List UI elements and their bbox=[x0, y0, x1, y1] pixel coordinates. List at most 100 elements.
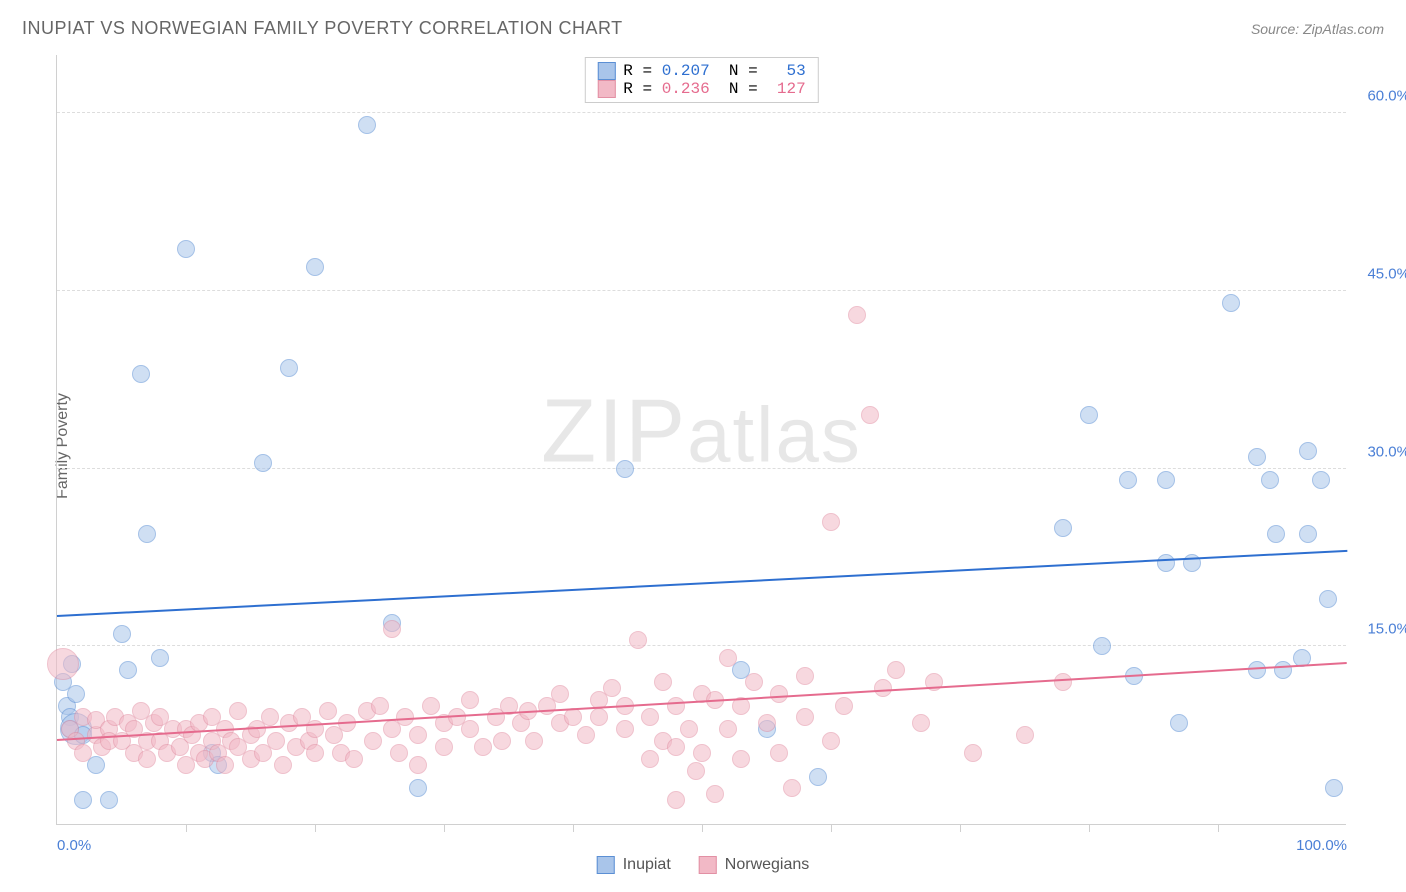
gridline bbox=[57, 468, 1346, 469]
legend-label: Inupiat bbox=[623, 856, 671, 874]
data-point bbox=[267, 732, 285, 750]
data-point bbox=[1261, 471, 1279, 489]
data-point bbox=[1157, 554, 1175, 572]
data-point bbox=[280, 359, 298, 377]
data-point bbox=[912, 714, 930, 732]
data-point bbox=[641, 708, 659, 726]
data-point bbox=[564, 708, 582, 726]
data-point bbox=[113, 625, 131, 643]
data-point bbox=[783, 779, 801, 797]
data-point bbox=[409, 756, 427, 774]
data-point bbox=[719, 720, 737, 738]
data-point bbox=[345, 750, 363, 768]
data-point bbox=[687, 762, 705, 780]
data-point bbox=[667, 791, 685, 809]
chart-plot-area: ZIPatlas R = 0.207 N = 53R = 0.236 N = 1… bbox=[56, 55, 1346, 825]
data-point bbox=[603, 679, 621, 697]
legend-swatch bbox=[699, 856, 717, 874]
legend-swatch bbox=[597, 62, 615, 80]
data-point bbox=[319, 702, 337, 720]
data-point bbox=[874, 679, 892, 697]
data-point bbox=[629, 631, 647, 649]
legend-swatch bbox=[597, 80, 615, 98]
correlation-legend: R = 0.207 N = 53R = 0.236 N = 127 bbox=[584, 57, 818, 103]
data-point bbox=[67, 685, 85, 703]
data-point bbox=[1093, 637, 1111, 655]
data-point bbox=[229, 702, 247, 720]
legend-row: R = 0.207 N = 53 bbox=[597, 62, 805, 80]
y-tick-label: 45.0% bbox=[1350, 265, 1406, 282]
gridline bbox=[57, 290, 1346, 291]
data-point bbox=[732, 750, 750, 768]
x-tick-label: 0.0% bbox=[57, 837, 91, 854]
x-tick bbox=[702, 824, 703, 832]
data-point bbox=[770, 744, 788, 762]
data-point bbox=[964, 744, 982, 762]
data-point bbox=[274, 756, 292, 774]
legend-swatch bbox=[597, 856, 615, 874]
data-point bbox=[47, 648, 79, 680]
data-point bbox=[1054, 519, 1072, 537]
data-point bbox=[493, 732, 511, 750]
data-point bbox=[1054, 673, 1072, 691]
data-point bbox=[1319, 590, 1337, 608]
trend-line bbox=[57, 662, 1347, 741]
x-tick bbox=[444, 824, 445, 832]
data-point bbox=[667, 697, 685, 715]
data-point bbox=[1119, 471, 1137, 489]
data-point bbox=[861, 406, 879, 424]
y-tick-label: 30.0% bbox=[1350, 443, 1406, 460]
x-tick bbox=[315, 824, 316, 832]
data-point bbox=[667, 738, 685, 756]
data-point bbox=[1248, 661, 1266, 679]
data-point bbox=[119, 661, 137, 679]
data-point bbox=[461, 720, 479, 738]
data-point bbox=[1299, 525, 1317, 543]
data-point bbox=[216, 756, 234, 774]
data-point bbox=[822, 732, 840, 750]
data-point bbox=[390, 744, 408, 762]
series-legend: InupiatNorwegians bbox=[597, 856, 810, 874]
gridline bbox=[57, 112, 1346, 113]
data-point bbox=[719, 649, 737, 667]
source-label: Source: ZipAtlas.com bbox=[1251, 21, 1384, 37]
data-point bbox=[680, 720, 698, 738]
data-point bbox=[848, 306, 866, 324]
data-point bbox=[1267, 525, 1285, 543]
data-point bbox=[422, 697, 440, 715]
legend-stats: R = 0.207 N = 53 bbox=[623, 62, 805, 80]
header: INUPIAT VS NORWEGIAN FAMILY POVERTY CORR… bbox=[22, 18, 1384, 39]
data-point bbox=[261, 708, 279, 726]
data-point bbox=[371, 697, 389, 715]
data-point bbox=[358, 116, 376, 134]
data-point bbox=[551, 685, 569, 703]
data-point bbox=[887, 661, 905, 679]
data-point bbox=[1080, 406, 1098, 424]
data-point bbox=[1299, 442, 1317, 460]
data-point bbox=[364, 732, 382, 750]
data-point bbox=[151, 649, 169, 667]
legend-stats: R = 0.236 N = 127 bbox=[623, 80, 805, 98]
legend-row: R = 0.236 N = 127 bbox=[597, 80, 805, 98]
data-point bbox=[1248, 448, 1266, 466]
data-point bbox=[758, 714, 776, 732]
data-point bbox=[461, 691, 479, 709]
data-point bbox=[74, 744, 92, 762]
data-point bbox=[796, 708, 814, 726]
x-tick bbox=[573, 824, 574, 832]
y-tick-label: 60.0% bbox=[1350, 88, 1406, 105]
data-point bbox=[254, 454, 272, 472]
data-point bbox=[409, 726, 427, 744]
x-tick bbox=[1218, 824, 1219, 832]
data-point bbox=[138, 750, 156, 768]
data-point bbox=[383, 620, 401, 638]
data-point bbox=[745, 673, 763, 691]
data-point bbox=[409, 779, 427, 797]
x-tick bbox=[831, 824, 832, 832]
legend-item: Inupiat bbox=[597, 856, 671, 874]
data-point bbox=[306, 258, 324, 276]
data-point bbox=[706, 785, 724, 803]
data-point bbox=[74, 791, 92, 809]
chart-title: INUPIAT VS NORWEGIAN FAMILY POVERTY CORR… bbox=[22, 18, 623, 39]
data-point bbox=[809, 768, 827, 786]
